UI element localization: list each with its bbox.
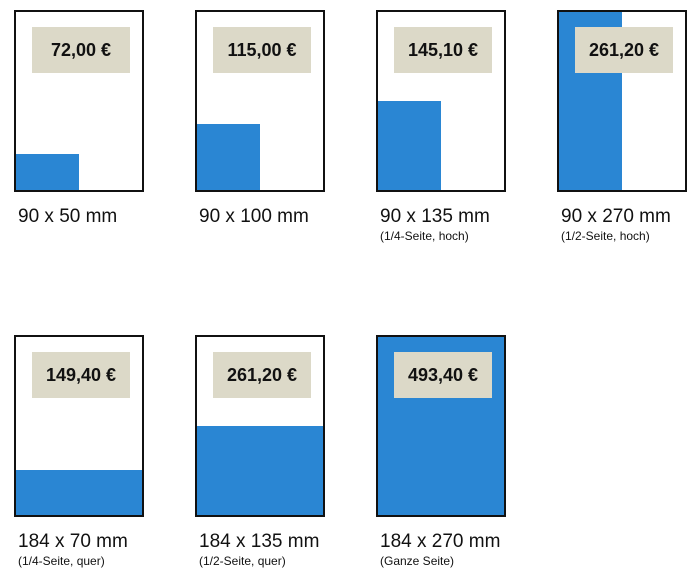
size-label: 184 x 270 mm: [380, 531, 501, 552]
size-label: 90 x 100 mm: [199, 206, 309, 227]
price-label: 261,20 €: [575, 27, 673, 73]
size-label: 90 x 50 mm: [18, 206, 118, 227]
page-preview: 115,00 €: [195, 10, 325, 192]
ad-area-fill: [197, 124, 260, 190]
size-note: (Ganze Seite): [380, 554, 455, 568]
price-label: 115,00 €: [213, 27, 311, 73]
size-note: (1/2-Seite, hoch): [561, 229, 650, 243]
page-preview: 149,40 €: [14, 335, 144, 517]
price-label: 261,20 €: [213, 352, 311, 398]
ad-option-3: 145,10 € 90 x 135 mm (1/4-Seite, hoch): [376, 10, 506, 243]
size-label: 90 x 270 mm: [561, 206, 671, 227]
price-label: 149,40 €: [32, 352, 130, 398]
ad-area-fill: [197, 426, 323, 515]
page-preview: 261,20 €: [195, 335, 325, 517]
page-preview: 72,00 €: [14, 10, 144, 192]
page-preview: 261,20 €: [557, 10, 687, 192]
ad-area-fill: [16, 154, 79, 190]
ad-option-4: 261,20 € 90 x 270 mm (1/2-Seite, hoch): [557, 10, 687, 243]
size-label: 184 x 135 mm: [199, 531, 320, 552]
ad-area-fill: [378, 101, 441, 190]
size-note: (1/4-Seite, quer): [18, 554, 105, 568]
ad-option-7: 493,40 € 184 x 270 mm (Ganze Seite): [376, 335, 506, 568]
page-preview: 145,10 €: [376, 10, 506, 192]
ad-option-2: 115,00 € 90 x 100 mm: [195, 10, 325, 227]
price-label: 145,10 €: [394, 27, 492, 73]
size-note: (1/2-Seite, quer): [199, 554, 286, 568]
ad-option-1: 72,00 € 90 x 50 mm: [14, 10, 144, 227]
price-label: 493,40 €: [394, 352, 492, 398]
size-note: (1/4-Seite, hoch): [380, 229, 469, 243]
size-label: 184 x 70 mm: [18, 531, 128, 552]
ad-area-fill: [16, 470, 142, 515]
size-label: 90 x 135 mm: [380, 206, 490, 227]
price-label: 72,00 €: [32, 27, 130, 73]
ad-option-5: 149,40 € 184 x 70 mm (1/4-Seite, quer): [14, 335, 144, 568]
page-preview: 493,40 €: [376, 335, 506, 517]
ad-option-6: 261,20 € 184 x 135 mm (1/2-Seite, quer): [195, 335, 325, 568]
